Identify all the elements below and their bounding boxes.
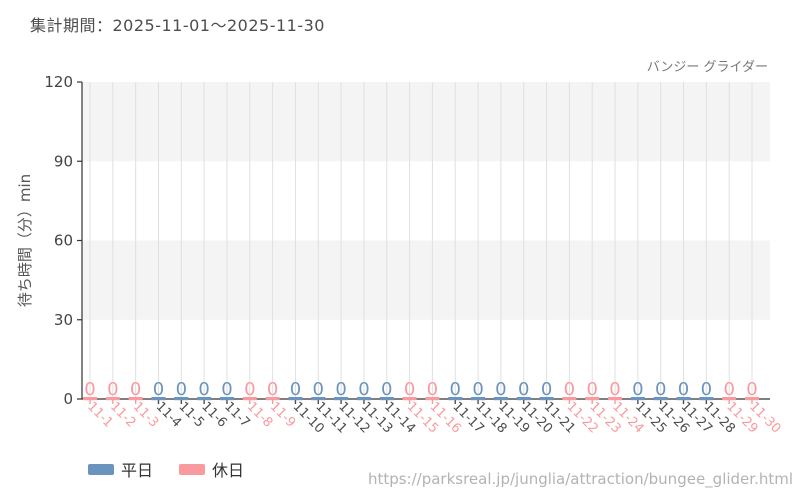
aggregation-period-title: 集計期間：2025-11-01～2025-11-30 <box>30 16 325 35</box>
data-point-label: 0 <box>632 379 643 400</box>
data-point-marker <box>539 397 554 401</box>
data-point-label: 0 <box>541 379 552 400</box>
data-point-marker <box>562 397 577 401</box>
data-point-marker <box>676 397 691 401</box>
data-point-marker <box>516 397 531 401</box>
data-point-label: 0 <box>564 379 575 400</box>
legend-item-holiday: 休日 <box>179 457 244 481</box>
data-point-marker <box>425 397 440 401</box>
data-point-marker <box>448 397 463 401</box>
data-point-label: 0 <box>472 379 483 400</box>
data-point-marker <box>493 397 508 401</box>
data-point-label: 0 <box>586 379 597 400</box>
y-tick-label: 30 <box>54 311 73 329</box>
data-point-marker <box>105 397 120 401</box>
data-point-marker <box>630 397 645 401</box>
data-point-marker <box>128 397 143 401</box>
data-point-label: 0 <box>290 379 301 400</box>
data-point-label: 0 <box>358 379 369 400</box>
source-url-link[interactable]: https://parksreal.jp/junglia/attraction/… <box>367 470 793 488</box>
y-axis-title: 待ち時間（分）min <box>16 174 34 307</box>
data-point-marker <box>722 397 737 401</box>
data-point-label: 0 <box>427 379 438 400</box>
data-point-label: 0 <box>107 379 118 400</box>
data-point-marker <box>288 397 303 401</box>
data-point-marker <box>219 397 234 401</box>
legend-label-holiday: 休日 <box>212 461 245 480</box>
data-point-marker <box>402 397 417 401</box>
data-point-marker <box>471 397 486 401</box>
data-point-label: 0 <box>313 379 324 400</box>
data-point-marker <box>356 397 371 401</box>
data-point-marker <box>653 397 668 401</box>
data-point-label: 0 <box>609 379 620 400</box>
data-point-marker <box>265 397 280 401</box>
data-point-label: 0 <box>723 379 734 400</box>
data-point-label: 0 <box>198 379 209 400</box>
data-point-marker <box>379 397 394 401</box>
data-point-marker <box>151 397 166 401</box>
data-point-marker <box>745 397 759 401</box>
data-point-marker <box>585 397 600 401</box>
data-point-label: 0 <box>701 379 712 400</box>
data-point-label: 0 <box>130 379 141 400</box>
data-point-marker <box>174 397 189 401</box>
y-tick-label: 90 <box>54 152 73 170</box>
plot-band <box>82 82 770 162</box>
data-point-label: 0 <box>221 379 232 400</box>
y-tick-label: 0 <box>63 390 73 408</box>
data-point-label: 0 <box>176 379 187 400</box>
x-tick-label: 11-1 <box>84 399 115 430</box>
chart-legend: 平日 休日 <box>88 457 244 481</box>
data-point-label: 0 <box>450 379 461 400</box>
data-point-label: 0 <box>267 379 278 400</box>
data-point-label: 0 <box>335 379 346 400</box>
data-point-label: 0 <box>746 379 757 400</box>
legend-item-weekday: 平日 <box>88 457 153 481</box>
data-point-marker <box>311 397 326 401</box>
data-point-marker <box>699 397 714 401</box>
y-tick-label: 60 <box>54 232 73 250</box>
data-point-marker <box>334 397 349 401</box>
data-point-label: 0 <box>244 379 255 400</box>
data-point-label: 0 <box>678 379 689 400</box>
data-point-label: 0 <box>84 379 95 400</box>
plot-band <box>82 240 770 320</box>
data-point-label: 0 <box>153 379 164 400</box>
y-tick-label: 120 <box>44 73 73 91</box>
data-point-label: 0 <box>655 379 666 400</box>
data-point-marker <box>608 397 623 401</box>
data-point-label: 0 <box>495 379 506 400</box>
data-point-label: 0 <box>518 379 529 400</box>
data-point-label: 0 <box>404 379 415 400</box>
data-point-marker <box>197 397 212 401</box>
data-point-marker <box>83 397 97 401</box>
legend-label-weekday: 平日 <box>121 461 154 480</box>
data-point-marker <box>242 397 257 401</box>
attraction-name-label: バンジー グライダー <box>646 60 768 75</box>
holiday-color-swatch <box>179 463 206 475</box>
weekday-color-swatch <box>88 463 114 475</box>
data-point-label: 0 <box>381 379 392 400</box>
